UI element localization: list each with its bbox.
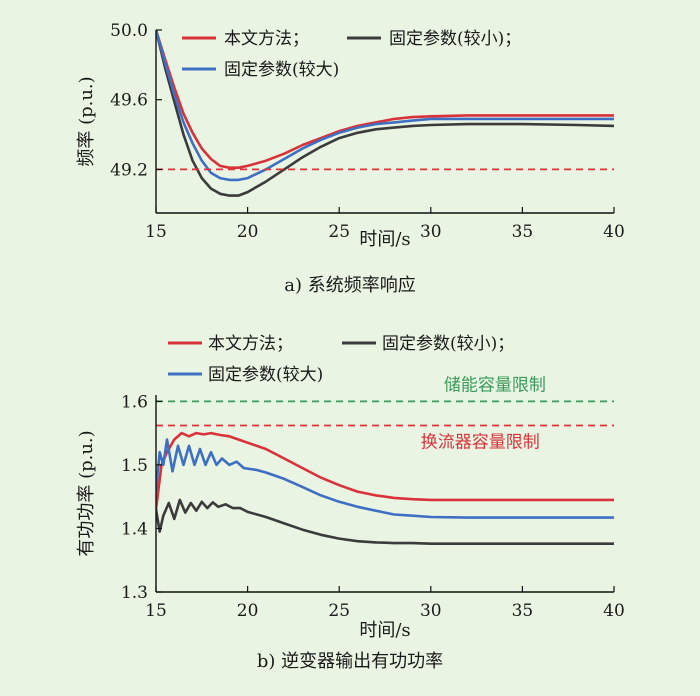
- legend-label: 固定参数(较小)；: [382, 334, 514, 354]
- x-tick-label: 30: [420, 601, 442, 621]
- series-group: [156, 400, 614, 546]
- x-tick-label: 20: [237, 601, 259, 621]
- x-tick-label: 25: [328, 222, 350, 242]
- series-line-2: [156, 30, 614, 182]
- y-tick-label: 49.6: [110, 91, 148, 111]
- chart-a: 15 20 25 30 35 40 49.2 49.6 50.0 时间/s 频率 (p.u.) a) …: [76, 21, 625, 296]
- series-group: [156, 30, 614, 197]
- y-tick-label: 1.5: [121, 456, 148, 476]
- x-tick-label: 35: [512, 222, 534, 242]
- legend-label: 固定参数(较大): [208, 365, 323, 385]
- annotation: 换流器容量限制: [421, 433, 540, 453]
- series-line-1: [156, 30, 614, 197]
- series-line-2: [156, 438, 614, 519]
- chart-caption: b) 逆变器输出有功功率: [257, 651, 443, 672]
- x-tick-label: 35: [512, 601, 534, 621]
- x-tick-label: 40: [603, 601, 625, 621]
- legend-label: 固定参数(较小)；: [389, 29, 521, 49]
- x-tick-label: 40: [603, 222, 625, 242]
- chart-b: 15 20 25 30 35 40 1.3 1.4 1.5 1.6 时间/s 有功功率 (p.u.) b…: [76, 334, 625, 672]
- x-tick-label: 15: [145, 601, 167, 621]
- annotation: 储能容量限制: [444, 376, 546, 396]
- legend-label: 本文方法；: [224, 29, 309, 49]
- x-axis-title: 时间/s: [359, 620, 410, 641]
- y-tick-label: 49.2: [110, 160, 148, 180]
- legend-label: 固定参数(较大): [224, 60, 339, 80]
- x-tick-label: 15: [145, 222, 167, 242]
- y-tick-label: 1.6: [121, 392, 148, 412]
- series-line-0: [156, 431, 614, 511]
- y-axis-title: 频率 (p.u.): [76, 76, 97, 166]
- series-line-0: [156, 30, 614, 169]
- x-axis-title: 时间/s: [359, 229, 410, 250]
- y-tick-label: 50.0: [110, 21, 148, 41]
- legend-label: 本文方法；: [208, 334, 293, 354]
- chart-caption: a) 系统频率响应: [284, 275, 415, 296]
- x-tick-label: 25: [328, 601, 350, 621]
- y-tick-label: 1.4: [121, 519, 148, 539]
- series-line-1: [156, 498, 614, 546]
- x-tick-label: 20: [237, 222, 259, 242]
- y-axis-title: 有功功率 (p.u.): [76, 430, 97, 556]
- y-tick-label: 1.3: [121, 583, 148, 603]
- x-tick-label: 30: [420, 222, 442, 242]
